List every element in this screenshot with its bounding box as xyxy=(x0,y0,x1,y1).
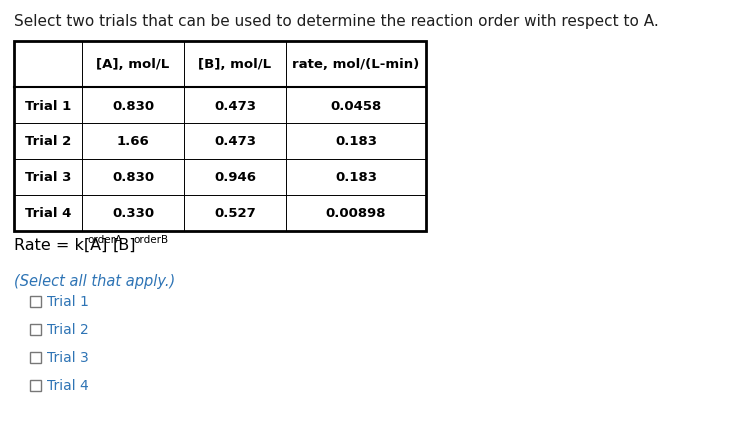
Text: Trial 2: Trial 2 xyxy=(47,322,89,336)
Text: 0.946: 0.946 xyxy=(214,171,256,184)
Text: [B], mol/L: [B], mol/L xyxy=(198,58,272,71)
Text: rate, mol/(L-min): rate, mol/(L-min) xyxy=(292,58,420,71)
Text: Trial 3: Trial 3 xyxy=(25,171,71,184)
Text: orderA: orderA xyxy=(87,234,122,245)
Bar xyxy=(30,380,41,391)
Text: Trial 1: Trial 1 xyxy=(25,99,71,112)
Text: 0.183: 0.183 xyxy=(335,171,377,184)
Bar xyxy=(30,296,41,307)
Text: 0.473: 0.473 xyxy=(214,99,256,112)
Text: 0.830: 0.830 xyxy=(112,171,154,184)
Text: Select two trials that can be used to determine the reaction order with respect : Select two trials that can be used to de… xyxy=(14,14,659,29)
Text: 0.473: 0.473 xyxy=(214,135,256,148)
Text: (Select all that apply.): (Select all that apply.) xyxy=(14,273,175,288)
Text: Rate = k[A]: Rate = k[A] xyxy=(14,237,107,253)
Bar xyxy=(30,352,41,363)
Text: Trial 4: Trial 4 xyxy=(25,207,71,220)
Text: [B]: [B] xyxy=(113,237,137,253)
Text: [A], mol/L: [A], mol/L xyxy=(96,58,170,71)
Text: 0.183: 0.183 xyxy=(335,135,377,148)
Text: Trial 2: Trial 2 xyxy=(25,135,71,148)
Text: 0.330: 0.330 xyxy=(112,207,154,220)
Text: 0.00898: 0.00898 xyxy=(326,207,386,220)
Text: 0.0458: 0.0458 xyxy=(330,99,382,112)
Text: 0.527: 0.527 xyxy=(214,207,256,220)
Text: 1.66: 1.66 xyxy=(116,135,149,148)
Bar xyxy=(14,42,426,231)
Text: Trial 3: Trial 3 xyxy=(47,350,89,364)
Text: Trial 4: Trial 4 xyxy=(47,378,89,392)
Text: orderB: orderB xyxy=(133,234,168,245)
Text: Trial 1: Trial 1 xyxy=(47,294,89,308)
Text: 0.830: 0.830 xyxy=(112,99,154,112)
Bar xyxy=(30,324,41,335)
